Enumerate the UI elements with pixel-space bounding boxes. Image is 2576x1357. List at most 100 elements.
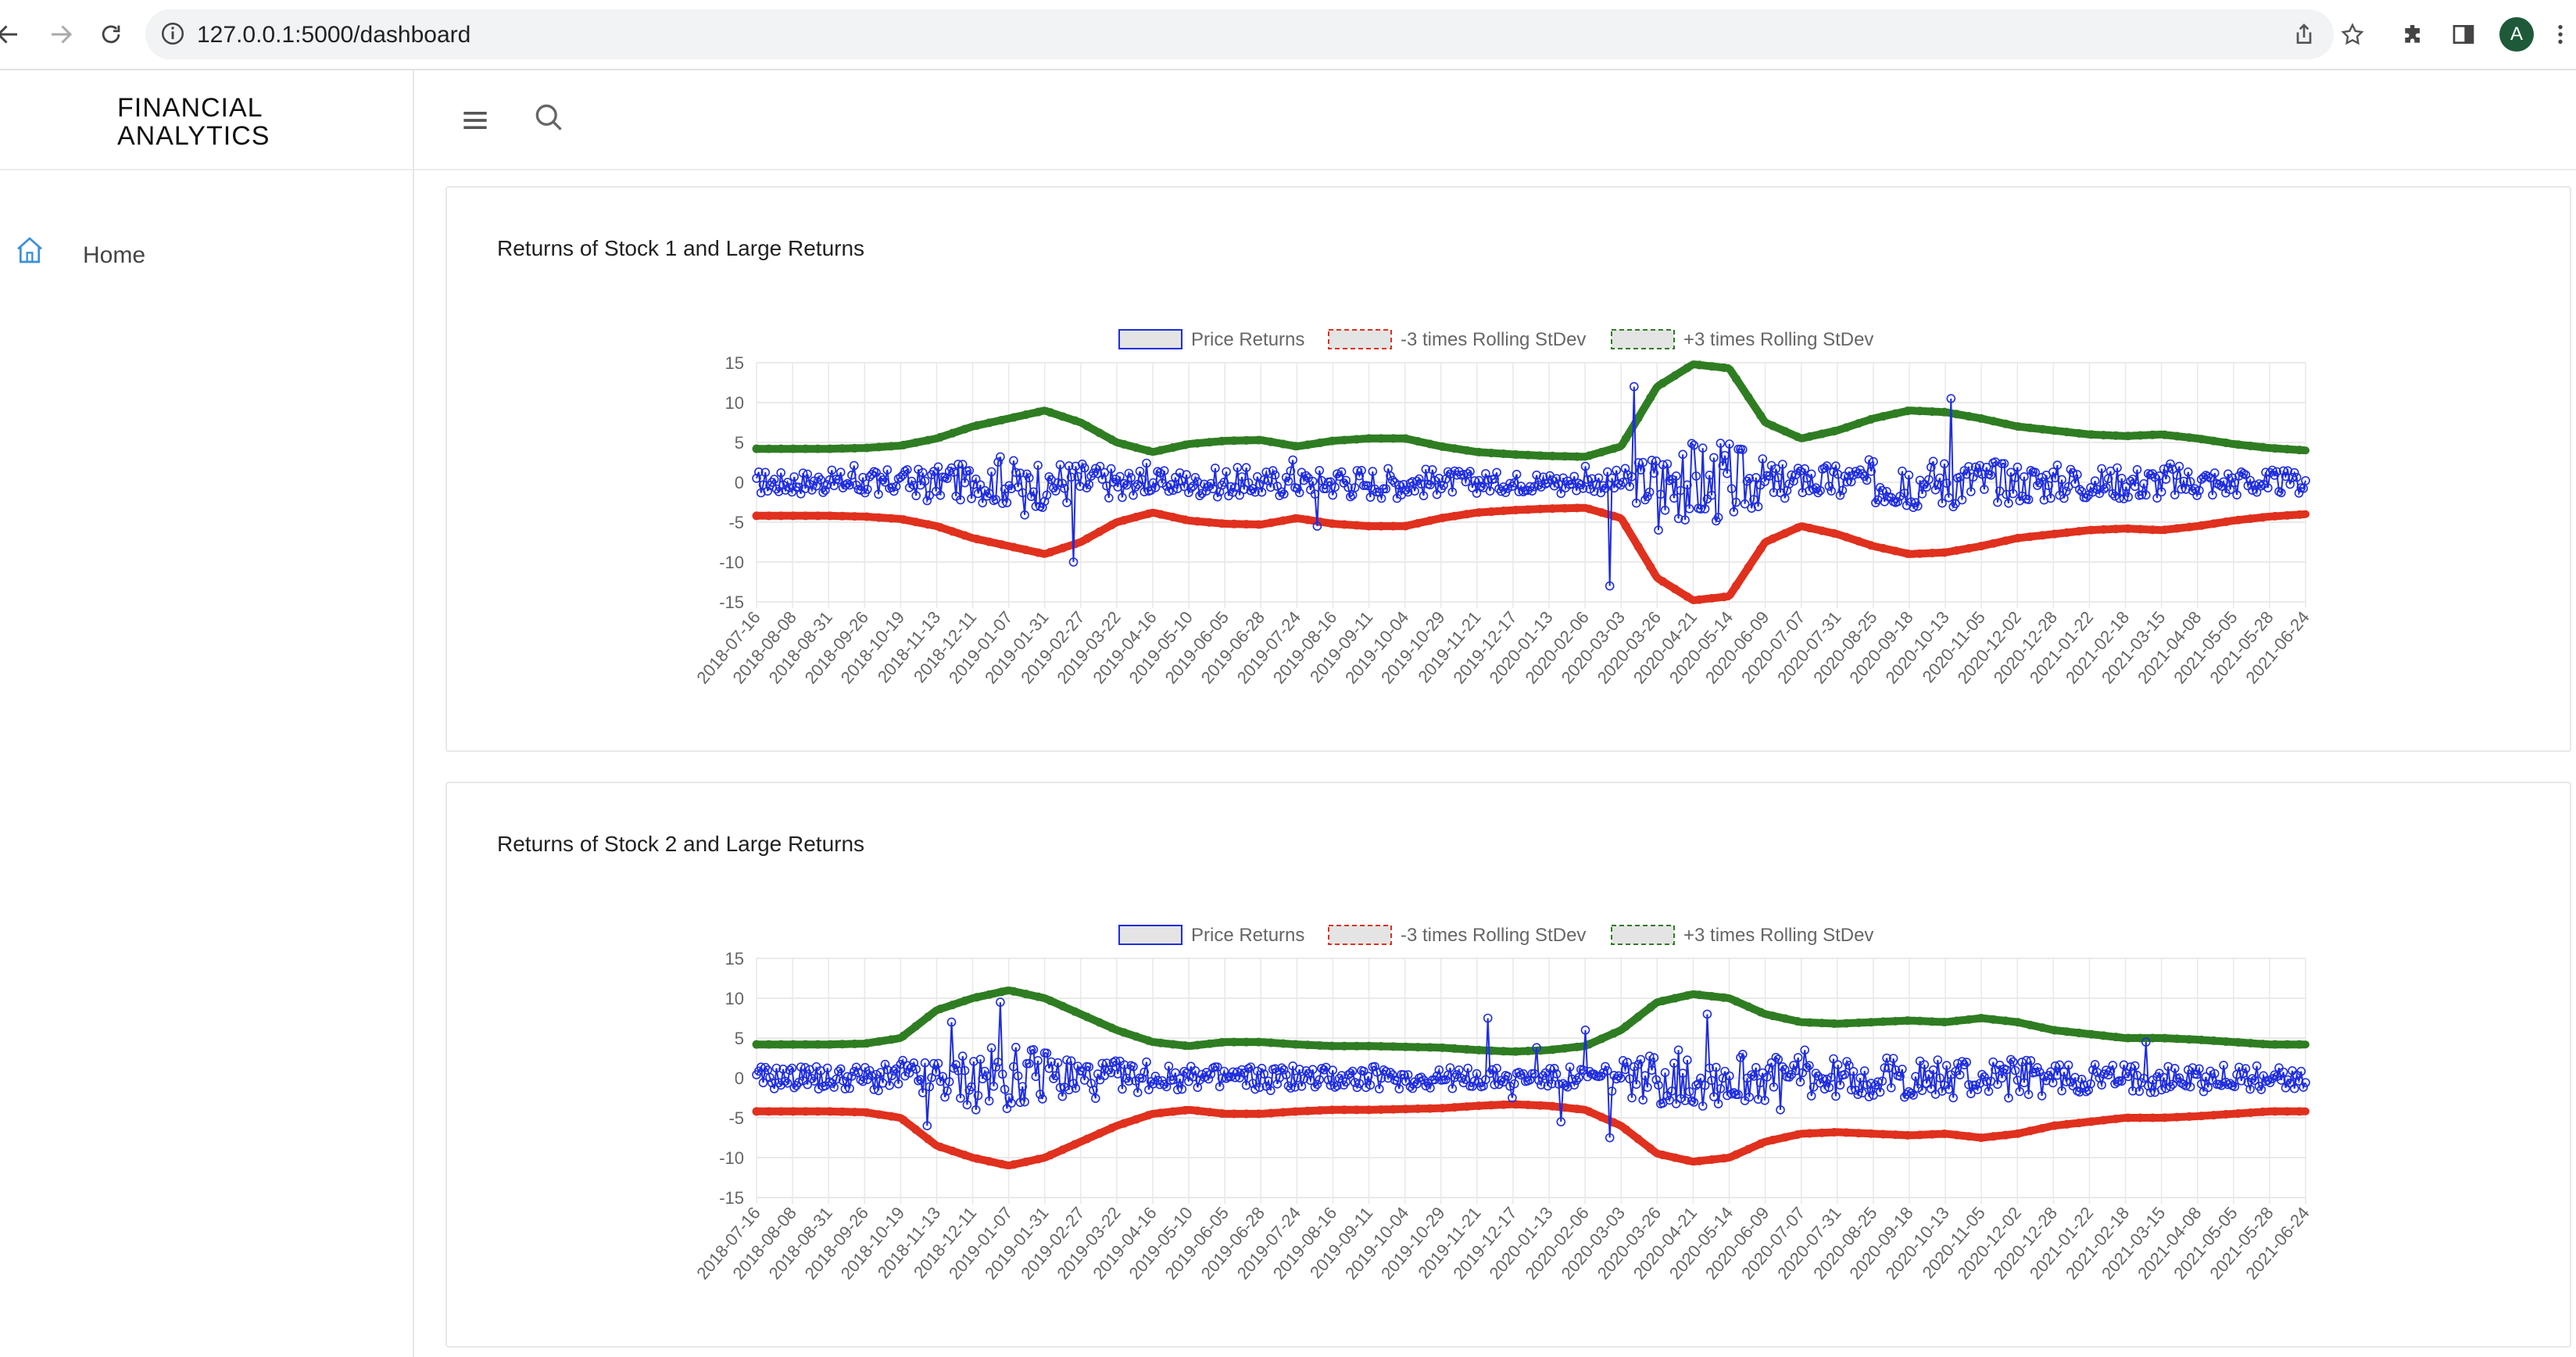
upper-band-series-point xyxy=(1891,409,1900,418)
price-return-point xyxy=(1376,493,1386,503)
upper-band-series-point xyxy=(1021,990,1031,999)
returns-chart-stock-1[interactable]: Price Returns -3 times Rolling StDev +3 ti… xyxy=(447,188,2570,750)
upper-band-series-point xyxy=(1242,435,1251,445)
main-topbar xyxy=(414,70,2576,170)
legend-swatch xyxy=(1118,329,1182,349)
menu-icon[interactable] xyxy=(458,103,492,138)
price-return-point xyxy=(1944,1084,1954,1094)
price-return-point xyxy=(1725,1071,1734,1081)
price-return-point xyxy=(1463,1063,1472,1073)
price-return-point xyxy=(1492,1063,1501,1073)
price-return-point xyxy=(858,1076,868,1087)
returns-chart-stock-2[interactable]: Price Returns -3 times Rolling StDev +3 ti… xyxy=(447,783,2570,1346)
legend-lower-band[interactable]: -3 times Rolling StDev xyxy=(1328,925,1586,946)
price-return-point xyxy=(996,997,1005,1007)
price-return-point xyxy=(1765,471,1774,482)
legend-label: -3 times Rolling StDev xyxy=(1401,925,1586,946)
price-return-point xyxy=(991,1062,1001,1072)
share-icon[interactable] xyxy=(2285,16,2323,53)
price-return-point xyxy=(936,1076,946,1087)
price-return-point xyxy=(1769,1082,1779,1092)
price-return-point xyxy=(2166,459,2175,469)
price-return-point xyxy=(847,1071,857,1081)
price-return-point xyxy=(1106,1068,1116,1078)
price-return-point xyxy=(1880,1063,1890,1072)
browser-menu-icon[interactable] xyxy=(2542,16,2576,53)
legend-price-returns[interactable]: Price Returns xyxy=(1118,329,1304,350)
price-return-point xyxy=(1997,1073,2007,1083)
legend-upper-band[interactable]: +3 times Rolling StDev xyxy=(1611,925,1873,946)
price-return-point xyxy=(847,470,857,480)
price-return-point xyxy=(1731,497,1741,507)
price-return-point xyxy=(1649,468,1659,478)
profile-avatar[interactable]: A xyxy=(2499,17,2534,52)
price-return-point xyxy=(849,460,859,471)
price-return-point xyxy=(1574,1072,1583,1083)
extensions-icon[interactable] xyxy=(2395,16,2432,53)
price-return-point xyxy=(829,1083,839,1092)
price-return-point xyxy=(2192,1069,2202,1080)
brand-logo[interactable]: FINANCIAL ANALYTICS xyxy=(117,94,270,150)
lower-band-series-point xyxy=(1547,1101,1557,1111)
price-return-point xyxy=(911,1064,921,1074)
price-return-point xyxy=(898,1055,907,1065)
legend-price-returns[interactable]: Price Returns xyxy=(1118,925,1304,946)
price-return-point xyxy=(1268,466,1278,475)
search-icon[interactable] xyxy=(531,100,566,134)
lower-band-series-point xyxy=(960,531,969,540)
upper-band-series-point xyxy=(1340,435,1349,445)
price-return-point xyxy=(1179,1066,1190,1076)
upper-band-series-point xyxy=(1694,360,1704,370)
price-return-point xyxy=(1336,1071,1347,1080)
price-return-point xyxy=(1924,474,1934,485)
upper-band-series-point xyxy=(1450,444,1459,453)
price-return-point xyxy=(1037,1094,1047,1104)
url-text[interactable]: 127.0.0.1:5000/dashboard xyxy=(197,22,471,48)
price-return-point xyxy=(1392,1076,1402,1086)
price-return-point xyxy=(928,1058,939,1069)
upper-band-series-point xyxy=(2098,1031,2108,1040)
upper-band-series-point xyxy=(1426,439,1435,449)
upper-band-series-point xyxy=(1817,429,1826,439)
price-return-point xyxy=(1630,381,1639,392)
price-return-point xyxy=(1869,457,1878,467)
price-return-point xyxy=(1999,459,2009,468)
price-return-point xyxy=(776,467,786,478)
price-return-point xyxy=(767,1078,777,1088)
address-bar[interactable]: 127.0.0.1:5000/dashboard xyxy=(145,9,2334,59)
price-return-point xyxy=(1671,1099,1681,1108)
lower-band-series-point xyxy=(2160,525,2170,535)
forward-icon[interactable] xyxy=(42,16,80,53)
lower-band-series-point xyxy=(948,1146,957,1155)
price-return-point xyxy=(822,480,832,489)
price-return-point xyxy=(1805,1061,1814,1071)
price-return-point xyxy=(1272,482,1283,491)
price-return-point xyxy=(1211,464,1220,473)
upper-band-series-point xyxy=(1303,440,1312,449)
upper-band-series-point xyxy=(875,442,884,452)
price-return-point xyxy=(1481,1075,1490,1085)
price-return-point xyxy=(1135,467,1145,476)
upper-band-series-point xyxy=(1046,996,1055,1005)
bookmark-star-icon[interactable] xyxy=(2334,16,2371,53)
sidebar: FINANCIAL ANALYTICS Home xyxy=(0,70,414,1357)
price-return-point xyxy=(1707,490,1716,500)
lower-band-series-point xyxy=(1854,536,1863,546)
reload-icon[interactable] xyxy=(92,16,130,53)
upper-band-series-point xyxy=(752,1040,761,1049)
price-return-point xyxy=(1953,1058,1962,1069)
price-return-point xyxy=(2245,1084,2255,1094)
legend-upper-band[interactable]: +3 times Rolling StDev xyxy=(1611,329,1873,350)
price-return-point xyxy=(1073,1062,1082,1071)
price-return-point xyxy=(2037,1091,2047,1101)
legend-lower-band[interactable]: -3 times Rolling StDev xyxy=(1328,329,1586,350)
side-panel-icon[interactable] xyxy=(2445,16,2482,53)
site-info-icon[interactable] xyxy=(159,20,186,51)
price-return-point xyxy=(1146,1076,1156,1087)
back-icon[interactable] xyxy=(0,16,27,53)
sidebar-item-home[interactable]: Home xyxy=(11,235,245,281)
price-return-point xyxy=(1948,1093,1958,1103)
price-return-point xyxy=(758,480,768,490)
price-return-point xyxy=(2203,1083,2213,1093)
upper-band-series-point xyxy=(936,1004,945,1014)
